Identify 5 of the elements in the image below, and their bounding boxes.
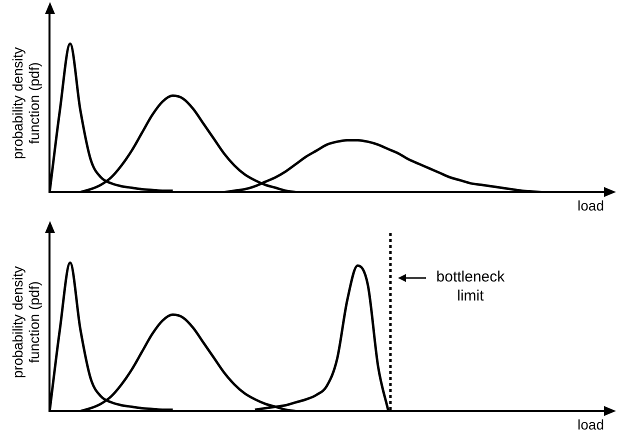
y-axis-title: probability density function (pdf) <box>9 266 42 378</box>
x-axis-title: load <box>578 416 604 432</box>
x-axis-title: load <box>578 197 604 214</box>
y-axis-title: probability density function (pdf) <box>9 47 42 160</box>
annotation: bottleneck limit <box>436 268 506 305</box>
